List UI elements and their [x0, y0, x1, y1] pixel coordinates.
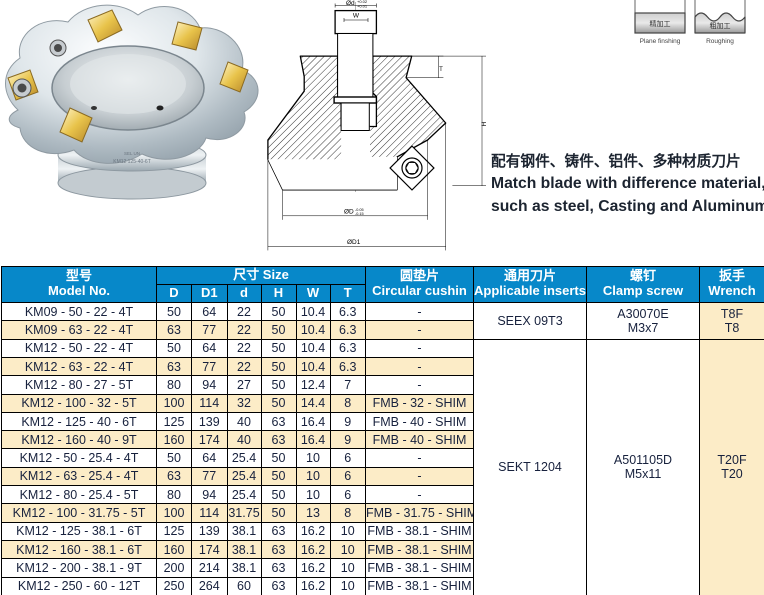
svg-text:+0.01: +0.01	[357, 4, 368, 9]
svg-text:Roughing: Roughing	[706, 38, 734, 45]
svg-text:粗加工: 粗加工	[710, 21, 731, 30]
svg-text:SEL UN: SEL UN	[124, 151, 140, 156]
svg-text:H: H	[481, 121, 488, 126]
svg-text:精加工: 精加工	[650, 19, 671, 28]
svg-text:Plane finshing: Plane finshing	[640, 38, 681, 45]
svg-text:T: T	[439, 67, 443, 73]
svg-text:-0.15: -0.15	[355, 212, 364, 216]
svg-text:ØD: ØD	[344, 209, 354, 216]
svg-text:KM12 125-40-6T: KM12 125-40-6T	[113, 159, 151, 165]
svg-text:ØD1: ØD1	[347, 239, 361, 246]
svg-text:Ød: Ød	[346, 0, 355, 7]
svg-text:W: W	[353, 13, 360, 20]
